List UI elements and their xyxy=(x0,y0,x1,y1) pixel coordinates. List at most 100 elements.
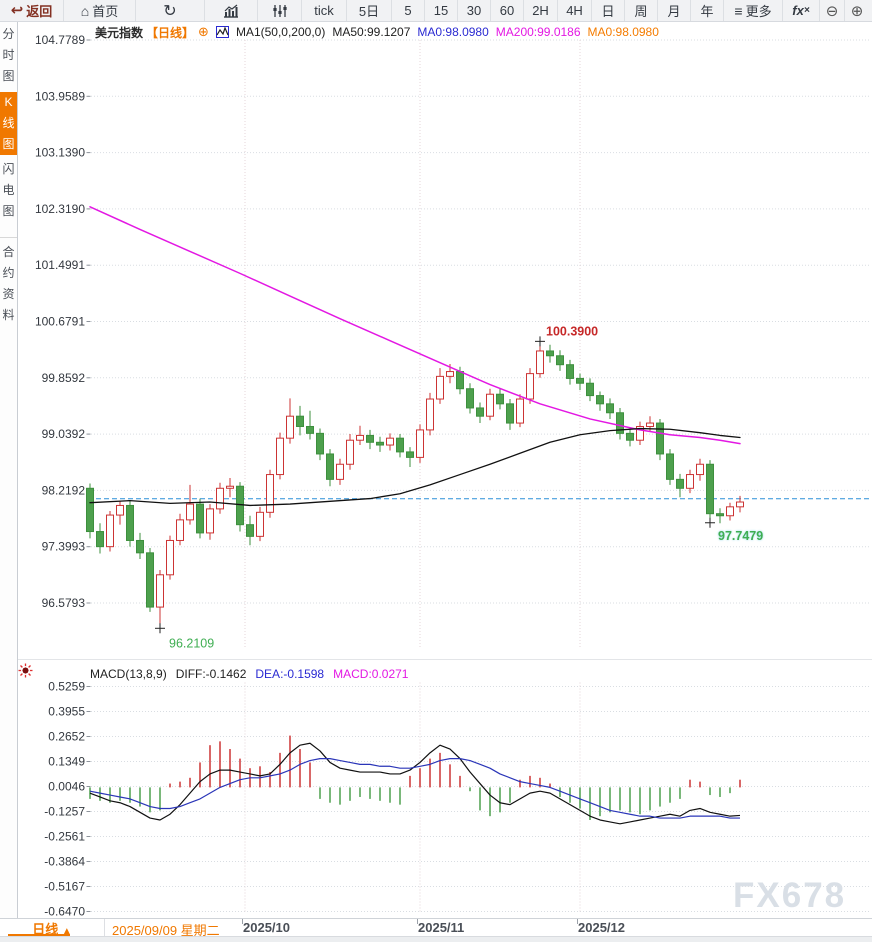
interval-30min-button[interactable]: 30 xyxy=(458,0,491,21)
candle xyxy=(496,388,504,410)
price-tick-label: 102.3190 xyxy=(35,202,85,216)
home-button[interactable]: ⌂ 首页 xyxy=(64,0,136,21)
price-tick-label: 101.4991 xyxy=(35,258,85,272)
candle xyxy=(326,449,334,487)
interval-4h-button[interactable]: 4H xyxy=(558,0,592,21)
sidebar-tab-timeshare[interactable]: 分时图 xyxy=(2,27,15,83)
candle xyxy=(486,388,494,421)
month-tick xyxy=(242,919,243,924)
macd-tick-label: -0.1257 xyxy=(44,804,85,818)
candle xyxy=(376,436,384,452)
start-date-label: 2025/09/09 星期二 xyxy=(112,923,220,938)
ma-panel-icon[interactable] xyxy=(215,26,229,38)
price-tick-label: 100.6791 xyxy=(35,315,85,329)
candle xyxy=(306,410,314,440)
candle xyxy=(556,350,564,371)
macd-dea-line xyxy=(89,758,741,819)
macd-value: MACD:0.0271 xyxy=(333,666,409,681)
chart-type-candles-button[interactable] xyxy=(258,0,302,21)
macd-tick-label: -0.5167 xyxy=(44,880,85,894)
add-indicator-icon[interactable]: ⊕ xyxy=(198,24,209,39)
candle xyxy=(216,482,224,514)
sidebar-tab-lightning[interactable]: 闪电图 xyxy=(2,162,15,218)
ma200-line xyxy=(89,206,741,445)
candle xyxy=(586,378,594,402)
ma50-value: MA50:99.1207 xyxy=(332,25,411,39)
candle xyxy=(116,501,124,525)
candle xyxy=(546,344,554,363)
candle xyxy=(416,424,424,463)
candle xyxy=(156,569,164,629)
interval-tick-button[interactable]: tick xyxy=(302,0,347,21)
refresh-button[interactable]: ↻ xyxy=(136,0,205,21)
interval-year-button[interactable]: 年 xyxy=(691,0,724,21)
price-tick-label: 96.5793 xyxy=(42,596,86,610)
macd-tick-label: -0.6470 xyxy=(44,905,85,919)
macd-histogram xyxy=(89,735,741,820)
zoom-out-icon: ⊖ xyxy=(825,2,839,20)
candle xyxy=(726,502,734,521)
interval-2h-button[interactable]: 2H xyxy=(524,0,558,21)
ma200-value: MA200:99.0186 xyxy=(495,25,581,39)
candle xyxy=(606,398,614,419)
zoom-in-button[interactable]: ⊕ xyxy=(845,0,869,21)
candle xyxy=(636,421,644,446)
sidebar-tab-kline[interactable]: K线图 xyxy=(0,92,17,155)
period-tab-daily[interactable]: 日线 ▲ xyxy=(0,919,105,937)
candle xyxy=(236,482,244,532)
interval-5min-button[interactable]: 5 xyxy=(392,0,425,21)
candle xyxy=(186,484,194,525)
top-toolbar: ↩ 返回 ⌂ 首页 ↻ tick 5日 5 15 30 60 2H 4H 日 周 月… xyxy=(0,0,872,22)
menu-icon: ≡ xyxy=(734,2,743,19)
candle xyxy=(656,418,664,461)
interval-day-button[interactable]: 日 xyxy=(592,0,625,21)
candle xyxy=(96,523,104,554)
candle xyxy=(166,535,174,580)
candle xyxy=(696,458,704,481)
price-tick-label: 103.1390 xyxy=(35,146,85,160)
interval-week-button[interactable]: 周 xyxy=(625,0,658,21)
back-button[interactable]: ↩ 返回 xyxy=(0,0,64,21)
annotation-last-label: 97.7479 xyxy=(718,529,763,543)
annotation-low-label: 96.2109 xyxy=(169,636,214,650)
period-label: 【日线】 xyxy=(146,25,195,40)
candle xyxy=(626,428,634,447)
candle xyxy=(716,508,724,524)
more-button[interactable]: ≡ 更多 xyxy=(724,0,783,21)
interval-60min-button[interactable]: 60 xyxy=(491,0,524,21)
price-tick-label: 99.8592 xyxy=(42,371,86,385)
candle xyxy=(246,515,254,546)
zoom-out-button[interactable]: ⊖ xyxy=(820,0,845,21)
indicator-fx-button[interactable]: fx × xyxy=(783,0,820,21)
candle xyxy=(566,359,574,385)
interval-5day-button[interactable]: 5日 xyxy=(347,0,392,21)
candle xyxy=(476,402,484,424)
candle xyxy=(526,368,534,404)
candle xyxy=(266,469,274,518)
sidebar-tab-contract-info[interactable]: 合约资料 xyxy=(0,237,17,326)
ma0-orange-value: MA0:98.0980 xyxy=(587,25,659,39)
macd-tick-label: 0.0046 xyxy=(48,780,85,794)
month-label-dec: 2025/12 xyxy=(578,920,625,935)
watermark: FX678 xyxy=(733,876,847,915)
candle xyxy=(736,495,744,513)
chart-type-bars-button[interactable] xyxy=(205,0,258,21)
macd-tick-label: 0.5259 xyxy=(48,680,85,694)
candle xyxy=(126,499,134,547)
interval-month-button[interactable]: 月 xyxy=(658,0,691,21)
candle xyxy=(276,432,284,480)
candle xyxy=(426,392,434,436)
bar-chart-icon xyxy=(224,4,238,18)
candle xyxy=(666,449,674,485)
chart-type-sidebar: 分时图 K线图 闪电图 合约资料 xyxy=(0,13,18,918)
candle xyxy=(226,477,234,498)
indicator-settings-icon[interactable] xyxy=(18,663,33,678)
refresh-icon: ↻ xyxy=(163,2,177,20)
candle xyxy=(316,428,324,461)
bottom-axis-bar: 日线 ▲ 2025/09/09 星期二 2025/10 2025/11 2025… xyxy=(0,918,872,938)
candle xyxy=(136,532,144,560)
interval-15min-button[interactable]: 15 xyxy=(425,0,458,21)
candle xyxy=(286,398,294,444)
candle xyxy=(406,447,414,468)
price-tick-label: 99.0392 xyxy=(42,427,86,441)
